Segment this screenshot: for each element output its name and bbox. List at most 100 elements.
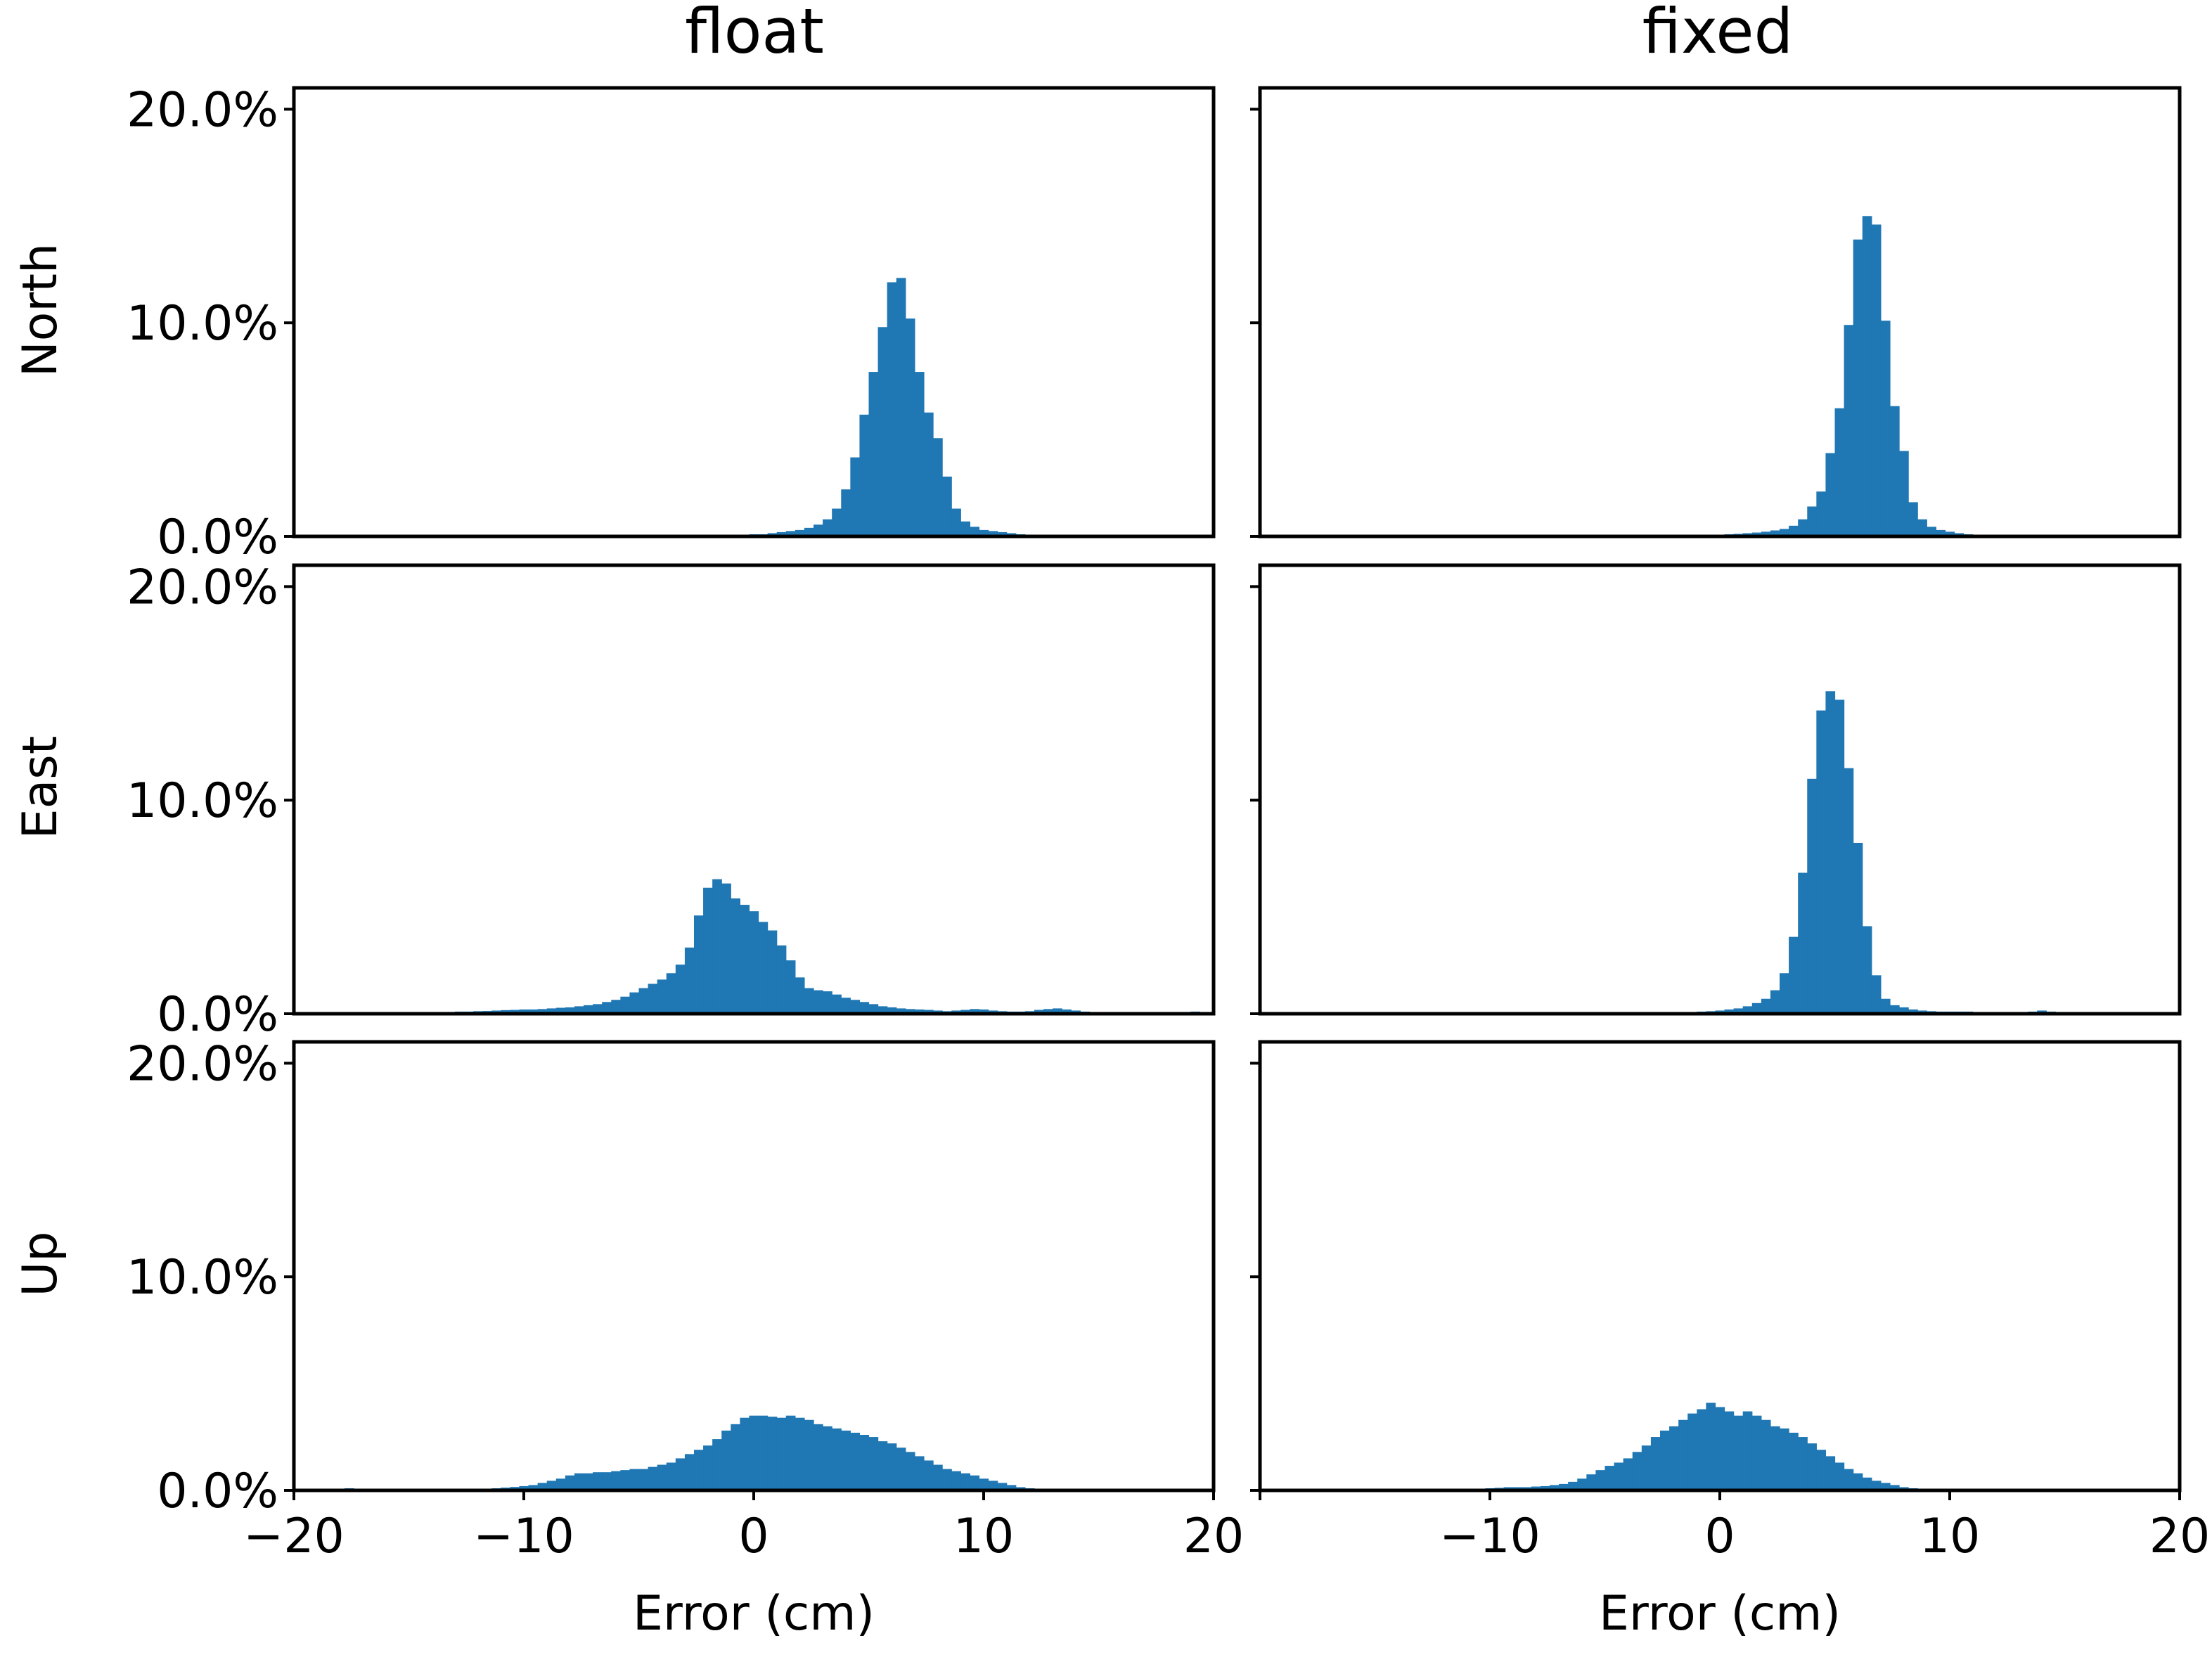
histogram-bar [997, 1483, 1008, 1490]
histogram-bar [1623, 1458, 1633, 1490]
axes-frame [292, 86, 1216, 539]
histogram-bar [942, 1469, 952, 1490]
histogram-bar [914, 1456, 925, 1490]
histogram-bar [914, 1009, 925, 1014]
histogram-bar [1825, 453, 1836, 536]
histogram-bar [1770, 990, 1780, 1014]
histogram-bar [1862, 926, 1872, 1014]
histogram-bar [997, 531, 1008, 536]
histogram-bar [1908, 1009, 1918, 1014]
histogram-bar [1834, 408, 1845, 536]
histogram-bar [749, 911, 759, 1014]
histogram-bar [988, 1481, 998, 1490]
histogram-bar [1825, 1456, 1836, 1490]
histogram-bar [868, 1437, 879, 1490]
histogram-bar [1742, 1006, 1753, 1014]
histogram-bar [1659, 1430, 1670, 1490]
histogram-bar [1641, 1445, 1652, 1490]
histogram-bar [988, 531, 998, 536]
histogram-bar [1908, 502, 1918, 536]
histogram-bar [823, 519, 832, 536]
histogram-bar [1761, 531, 1771, 536]
y-tick-label: 0.0% [157, 1464, 278, 1519]
histogram-bar [758, 922, 769, 1014]
histogram-bar [712, 1439, 722, 1490]
histogram-bar [1586, 1474, 1597, 1490]
y-tick-label: 20.0% [127, 560, 278, 615]
histogram-bar [721, 1430, 731, 1490]
y-tick-label: 0.0% [157, 987, 278, 1043]
histogram-bar [657, 979, 667, 1014]
histogram-bar [1605, 1466, 1615, 1490]
histogram-bar [574, 1006, 584, 1014]
histogram-panel-4: 0.0% 10.0% 20.0% −20 −10 0 10 20 Error (cm) [127, 1036, 1244, 1642]
histogram-bar [1889, 1005, 1900, 1014]
histogram-bar [593, 1472, 603, 1490]
histogram-bar [537, 1483, 548, 1490]
histogram-bar [1816, 491, 1827, 536]
histogram-bar [785, 1415, 796, 1490]
histogram-bar [841, 489, 851, 536]
histogram-bar [776, 945, 787, 1014]
axes-frame [1258, 563, 2182, 1016]
histogram-bar [970, 1009, 980, 1014]
histogram-bar [804, 988, 814, 1014]
histogram-bar [1917, 519, 1927, 536]
x-tick-label: 20 [2149, 1509, 2211, 1564]
histogram-bar [804, 527, 814, 536]
histogram-bar [795, 529, 805, 536]
histogram-bar [1862, 216, 1872, 536]
histogram-bar [528, 1485, 539, 1490]
histogram-bar [823, 991, 832, 1014]
histogram-bar [933, 1464, 943, 1490]
histogram-bar [1062, 1009, 1072, 1014]
histogram-bar [684, 1454, 695, 1490]
histogram-bar [1871, 1481, 1882, 1490]
histogram-bar [979, 529, 989, 536]
x-tick-label: 0 [738, 1509, 769, 1564]
histogram-bar [970, 1475, 980, 1490]
x-tick-label: −10 [473, 1509, 574, 1564]
histogram-bar [1614, 1462, 1624, 1490]
histogram-bar [1780, 529, 1789, 536]
histogram-bar [960, 521, 970, 536]
histogram-bar [1789, 936, 1799, 1014]
histogram-bar [832, 508, 842, 536]
histogram-bar [850, 457, 861, 536]
histogram-bar [1540, 1485, 1550, 1490]
histogram-bar [693, 1450, 704, 1490]
histogram-bar [546, 1008, 557, 1014]
histogram-bar [1006, 1485, 1017, 1490]
histogram-bar [501, 1010, 510, 1014]
histogram-bar [1761, 998, 1771, 1014]
histogram-bar [923, 412, 934, 536]
histogram-bar [648, 984, 658, 1014]
histogram-bar [1770, 1426, 1780, 1490]
histogram-bar [749, 1415, 759, 1490]
histogram-bar [1697, 1409, 1706, 1490]
histogram-bar [1559, 1483, 1569, 1490]
histogram-bar [795, 1417, 805, 1490]
histogram-bar [905, 1452, 915, 1490]
histogram-bar [877, 327, 888, 536]
column-title-float: float [685, 0, 824, 67]
histogram-bar [1650, 1437, 1661, 1490]
histogram-bar [1853, 239, 1863, 536]
histogram-bar [1742, 1411, 1753, 1490]
histogram-bar [776, 1417, 787, 1490]
histogram-bar [960, 1473, 970, 1490]
histogram-bar [942, 476, 952, 536]
histogram-bar [1780, 973, 1789, 1014]
x-tick-label: 10 [1920, 1509, 1981, 1564]
histogram-bar [923, 1010, 934, 1014]
histogram-bar [1770, 530, 1780, 536]
histogram-bar [1751, 532, 1762, 536]
histogram-bar [785, 960, 796, 1014]
x-tick-label: 0 [1704, 1509, 1735, 1564]
histogram-bar [657, 1464, 667, 1490]
y-tick-label: 20.0% [127, 82, 278, 138]
histogram-bar [887, 1443, 897, 1490]
histogram-bar [1751, 1002, 1762, 1014]
histogram-bar [611, 1000, 621, 1014]
histogram-bar [565, 1475, 575, 1490]
